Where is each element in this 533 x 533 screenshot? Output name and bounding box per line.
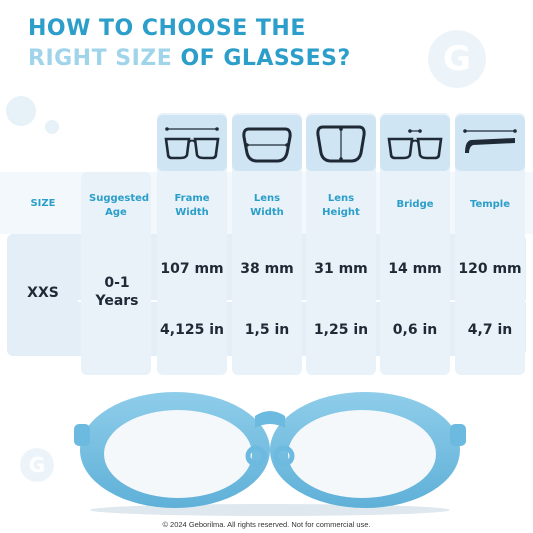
value-lens-width-in: 1,5 in xyxy=(244,322,290,338)
copyright-text: © 2024 Geborilma. All rights reserved. N… xyxy=(162,520,371,529)
value-lens-height-in: 1,25 in xyxy=(313,322,369,338)
value-lens-width-mm: 38 mm xyxy=(240,261,294,277)
row-age: 0-1 Years xyxy=(95,275,139,309)
value-temple-mm: 120 mm xyxy=(458,261,522,277)
title-highlight: RIGHT SIZE xyxy=(28,46,173,71)
lens-height-icon xyxy=(306,115,376,171)
value-lens-height-mm: 31 mm xyxy=(314,261,368,277)
logo-watermark: G xyxy=(428,30,486,88)
header-age: Suggested Age xyxy=(89,193,150,218)
logo-watermark: G xyxy=(20,448,54,482)
row-size: XXS xyxy=(27,285,59,301)
glasses-product-image xyxy=(70,388,470,523)
page-title: HOW TO CHOOSE THE RIGHT SIZE OF GLASSES? xyxy=(28,14,351,74)
header-frame-width: Frame Width xyxy=(174,193,210,218)
header-lens-width: Lens Width xyxy=(250,193,284,218)
frame-width-icon xyxy=(157,115,227,171)
value-temple-in: 4,7 in xyxy=(467,322,513,338)
temple-icon xyxy=(455,115,525,171)
decor-dot xyxy=(6,96,36,126)
header-size: SIZE xyxy=(30,198,56,209)
title-line-1: HOW TO CHOOSE THE xyxy=(28,16,306,41)
header-bridge: Bridge xyxy=(396,199,434,210)
bridge-icon xyxy=(380,115,450,171)
value-frame-width-in: 4,125 in xyxy=(160,322,224,338)
table-divider xyxy=(78,300,526,302)
title-rest: OF GLASSES? xyxy=(172,46,351,71)
lens-width-icon xyxy=(232,115,302,171)
header-lens-height: Lens Height xyxy=(322,193,360,218)
value-bridge-in: 0,6 in xyxy=(392,322,438,338)
decor-dot xyxy=(45,120,59,134)
column-age xyxy=(81,172,151,375)
value-bridge-mm: 14 mm xyxy=(388,261,442,277)
value-frame-width-mm: 107 mm xyxy=(160,261,224,277)
header-temple: Temple xyxy=(469,199,511,210)
